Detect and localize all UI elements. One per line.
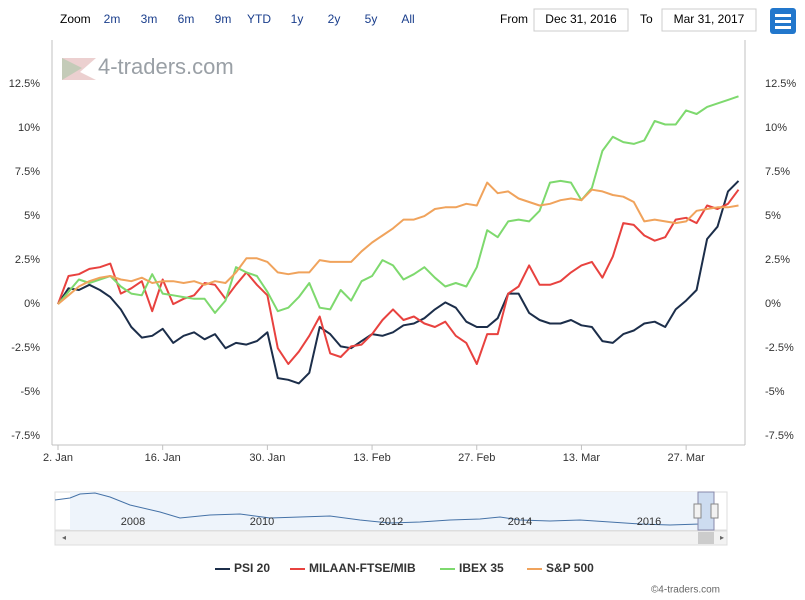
y-tick-label: -2.5%	[11, 342, 40, 354]
x-tick-label: 27. Mar	[667, 452, 705, 464]
watermark: 4-traders.com	[62, 54, 234, 80]
x-tick-label: 2. Jan	[43, 452, 73, 464]
y-tick-label-right: -2.5%	[765, 342, 794, 354]
navigator-label: 2010	[250, 516, 274, 528]
navigator-label: 2008	[121, 516, 145, 528]
menu-button[interactable]	[770, 8, 796, 34]
to-value: Mar 31, 2017	[674, 12, 745, 26]
navigator: ◂ ▸	[54, 491, 728, 546]
y-tick-label-right: 12.5%	[765, 78, 796, 90]
navigator-label: 2014	[508, 516, 532, 528]
range-button[interactable]: 3m	[141, 12, 158, 26]
y-tick-label-right: -7.5%	[765, 430, 794, 442]
watermark-text: 4-traders.com	[98, 54, 234, 79]
range-button[interactable]: YTD	[247, 12, 271, 26]
x-tick-label: 30. Jan	[249, 452, 285, 464]
x-tick-label: 13. Mar	[563, 452, 601, 464]
y-tick-label-right: 7.5%	[765, 166, 790, 178]
svg-text:▸: ▸	[720, 533, 724, 542]
range-button[interactable]: 9m	[215, 12, 232, 26]
zoom-label: Zoom	[60, 12, 91, 26]
y-tick-label: 7.5%	[15, 166, 40, 178]
y-tick-label-right: 2.5%	[765, 254, 790, 266]
range-button[interactable]: 5y	[365, 12, 378, 26]
svg-text:◂: ◂	[62, 533, 66, 542]
x-tick-label: 16. Jan	[145, 452, 181, 464]
from-value: Dec 31, 2016	[545, 12, 617, 26]
series-line	[57, 95, 739, 314]
y-tick-label-right: -5%	[765, 386, 785, 398]
x-tick-label: 27. Feb	[458, 452, 495, 464]
legend-label: PSI 20	[234, 561, 270, 575]
series-line	[57, 180, 740, 385]
range-button[interactable]: 6m	[178, 12, 195, 26]
copyright: ©4-traders.com	[651, 585, 720, 596]
range-button[interactable]: All	[401, 12, 414, 26]
from-input[interactable]	[533, 8, 629, 32]
navigator-label: 2012	[379, 516, 403, 528]
series-line	[57, 181, 739, 305]
series-line	[57, 189, 740, 365]
y-tick-label: 2.5%	[15, 254, 40, 266]
legend-label: IBEX 35	[459, 561, 504, 575]
y-tick-label: -7.5%	[11, 430, 40, 442]
y-tick-label: -5%	[20, 386, 40, 398]
from-label: From	[500, 12, 528, 26]
y-tick-label-right: 10%	[765, 122, 787, 134]
y-tick-label: 0%	[24, 298, 40, 310]
to-label: To	[640, 12, 653, 26]
range-button[interactable]: 2m	[104, 12, 121, 26]
y-tick-label: 12.5%	[9, 78, 40, 90]
legend-label: MILAAN-FTSE/MIB	[309, 561, 416, 575]
range-button[interactable]: 2y	[328, 12, 341, 26]
y-tick-label-right: 0%	[765, 298, 781, 310]
range-button[interactable]: 1y	[291, 12, 304, 26]
x-tick-label: 13. Feb	[353, 452, 390, 464]
to-input[interactable]	[661, 8, 757, 32]
legend-label: S&P 500	[546, 561, 594, 575]
y-tick-label: 10%	[18, 122, 40, 134]
navigator-label: 2016	[637, 516, 661, 528]
y-tick-label-right: 5%	[765, 210, 781, 222]
y-tick-label: 5%	[24, 210, 40, 222]
